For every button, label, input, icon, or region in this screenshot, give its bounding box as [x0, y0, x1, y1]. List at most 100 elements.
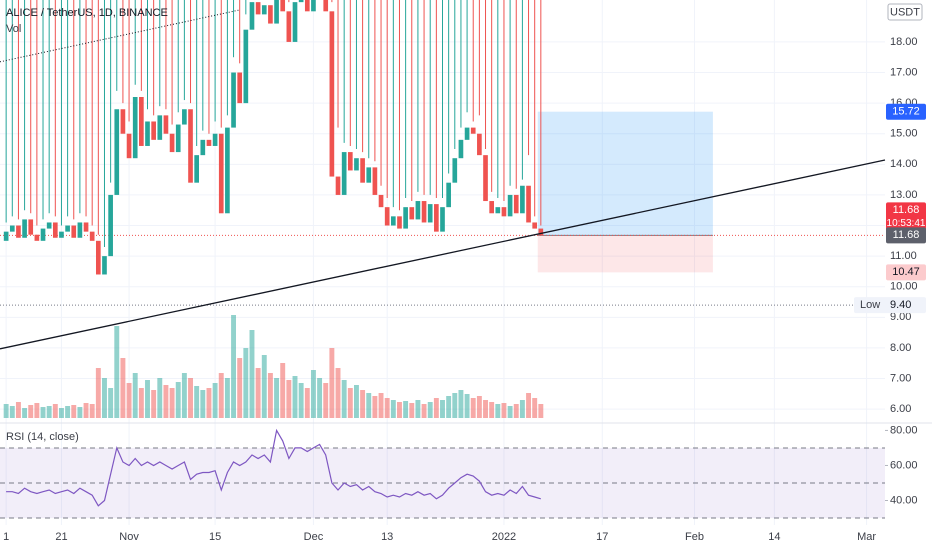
volume-bar — [108, 388, 114, 418]
candle-body — [415, 201, 421, 220]
candle-body — [421, 201, 427, 223]
candle-body — [65, 225, 70, 232]
candle-body — [261, 5, 267, 15]
volume-bar — [71, 405, 77, 418]
volume-bar — [132, 373, 138, 418]
volume-bar — [292, 376, 298, 418]
volume-bar — [83, 403, 89, 418]
candle-body — [255, 2, 261, 15]
volume-bar — [464, 394, 470, 418]
x-tick-label: 1 — [3, 531, 9, 543]
x-tick-label: 2022 — [492, 531, 516, 543]
volume-bar — [151, 390, 157, 418]
rsi-tick-label: 40.00 — [890, 494, 918, 506]
candle-body — [200, 139, 206, 156]
volume-bar — [145, 380, 150, 418]
x-tick-label: Nov — [119, 531, 139, 543]
candle-body — [3, 231, 9, 241]
candle-body — [538, 228, 544, 236]
candle-body — [114, 109, 120, 195]
volume-bar — [458, 390, 464, 418]
volume-bar — [40, 407, 46, 418]
volume-bar — [329, 348, 335, 418]
candle-body — [46, 222, 52, 229]
volume-bar — [65, 406, 71, 418]
volume-bar — [360, 390, 366, 418]
volume-bar — [532, 398, 538, 418]
candle-body — [163, 115, 169, 134]
y-tick-label: 11.00 — [890, 250, 917, 262]
volume-bar — [519, 400, 525, 418]
y-tick-label: 15.00 — [890, 128, 918, 140]
volume-bar — [538, 404, 544, 418]
candle-body — [378, 194, 384, 208]
candle-body — [169, 133, 175, 153]
countdown: 10:53:41 — [887, 218, 926, 229]
currency[interactable]: USDT — [890, 6, 920, 18]
candle-body — [139, 97, 144, 146]
candle-body — [71, 225, 77, 238]
stop-zone — [537, 235, 713, 273]
volume-bar — [513, 404, 519, 418]
rsi-label: RSI (14, close) — [6, 431, 79, 443]
candle-body — [126, 133, 132, 159]
candle-body — [194, 155, 200, 183]
volume-bar — [59, 408, 64, 418]
volume-bar — [286, 380, 292, 418]
volume-bar — [378, 393, 384, 418]
volume-bar — [526, 393, 531, 418]
volume-bar — [95, 368, 101, 418]
stop-label-box — [886, 264, 926, 281]
y-tick-label: 6.00 — [890, 403, 911, 415]
candle-body — [329, 11, 335, 177]
candle-body — [231, 72, 236, 128]
x-tick-label: Dec — [304, 531, 324, 543]
volume-bar — [114, 326, 120, 418]
volume-bar — [372, 396, 378, 418]
candle-body — [513, 194, 519, 214]
candle-body — [397, 216, 402, 229]
volume-bar — [77, 407, 83, 418]
volume-bar — [304, 388, 310, 418]
volume-bar — [22, 408, 28, 418]
y-tick-label: 8.00 — [890, 342, 911, 354]
volume-bar — [335, 368, 341, 418]
y-tick-label: 9.00 — [890, 311, 911, 323]
candle-body — [323, 0, 329, 12]
currency-box[interactable] — [887, 3, 923, 21]
candle-body — [212, 133, 218, 146]
candle-body — [145, 121, 150, 146]
candle-body — [360, 158, 365, 183]
candle-body — [59, 231, 64, 238]
volume-label: Vol — [6, 23, 21, 35]
volume-bar — [366, 393, 372, 418]
x-tick-label: 15 — [209, 531, 221, 543]
volume-bar — [415, 400, 421, 418]
candle-body — [268, 5, 273, 24]
rsi-tick-label: 80.00 — [890, 424, 918, 436]
candle-body — [188, 109, 193, 183]
volume-bar — [501, 403, 507, 418]
candle-body — [182, 109, 187, 125]
volume-bar — [341, 380, 347, 418]
volume-bar — [347, 388, 353, 418]
current-price-label: 11.68 — [893, 204, 920, 216]
entry-label-box — [886, 227, 926, 244]
volume-bar — [452, 393, 458, 418]
volume-bar — [274, 378, 280, 418]
x-tick-label: 14 — [768, 531, 780, 543]
volume-bar — [310, 370, 316, 418]
volume-bar — [15, 402, 21, 418]
volume-bar — [421, 404, 427, 418]
candle-body — [218, 133, 224, 214]
candle-body — [347, 152, 353, 171]
candle-body — [22, 219, 27, 238]
candle-body — [102, 256, 107, 275]
candle-body — [175, 124, 181, 153]
candle-body — [372, 167, 378, 195]
candle-body — [477, 133, 482, 156]
volume-bar — [440, 400, 445, 418]
low-name: Low — [860, 299, 880, 311]
candle-body — [286, 11, 292, 42]
